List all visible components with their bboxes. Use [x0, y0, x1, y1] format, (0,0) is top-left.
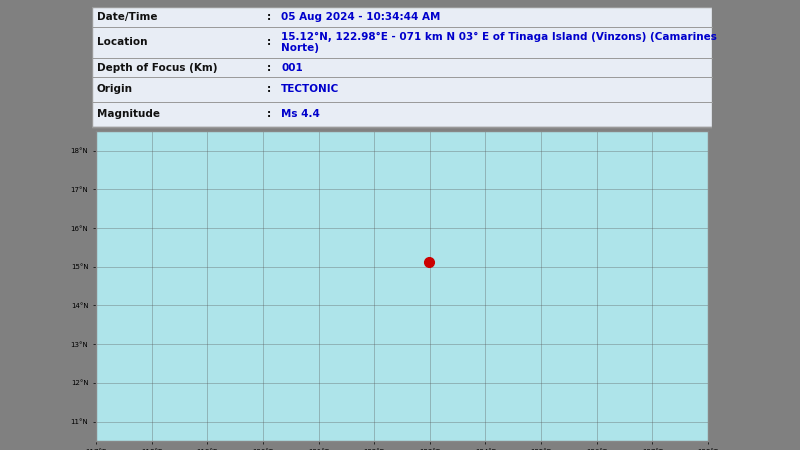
Text: 05 Aug 2024 - 10:34:44 AM: 05 Aug 2024 - 10:34:44 AM — [281, 12, 441, 22]
Bar — [92, 7, 712, 127]
Text: Depth of Focus (Km): Depth of Focus (Km) — [97, 63, 218, 72]
Text: Ms 4.4: Ms 4.4 — [281, 109, 320, 119]
Text: 001: 001 — [281, 63, 303, 72]
Text: Origin: Origin — [97, 84, 133, 94]
Text: :: : — [266, 63, 270, 72]
Text: :: : — [266, 109, 270, 119]
Text: Date/Time: Date/Time — [97, 12, 158, 22]
Text: 15.12°N, 122.98°E - 071 km N 03° E of Tinaga Island (Vinzons) (Camarines
Norte): 15.12°N, 122.98°E - 071 km N 03° E of Ti… — [281, 32, 717, 53]
Text: Magnitude: Magnitude — [97, 109, 160, 119]
Text: :: : — [266, 12, 270, 22]
Text: :: : — [266, 37, 270, 47]
Text: Location: Location — [97, 37, 147, 47]
Text: TECTONIC: TECTONIC — [281, 84, 339, 94]
Text: :: : — [266, 84, 270, 94]
